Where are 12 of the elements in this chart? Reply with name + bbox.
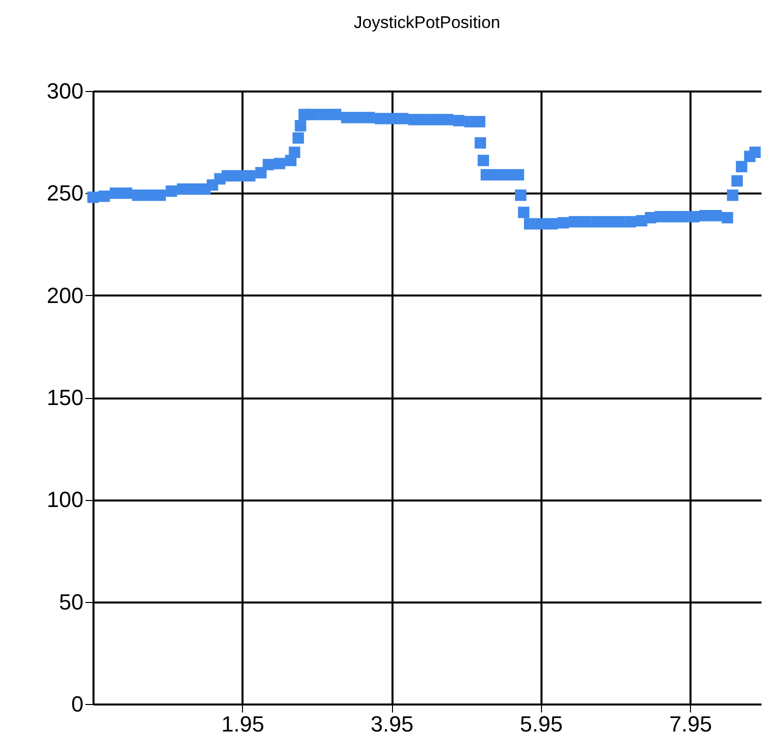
- y-tick-label: 50: [59, 589, 84, 614]
- y-tick-label: 100: [46, 487, 84, 512]
- y-tick-label: 0: [71, 692, 84, 716]
- x-tick-label: 1.95: [221, 712, 264, 736]
- y-tick-label: 300: [46, 78, 84, 104]
- x-tick-label: 5.95: [520, 712, 563, 736]
- x-tick-label: 7.95: [669, 712, 712, 736]
- chart-title: JoystickPotPosition: [354, 13, 500, 32]
- y-tick-label: 150: [46, 385, 84, 410]
- y-tick-label: 200: [46, 282, 84, 308]
- x-tick-label: 3.95: [370, 712, 414, 736]
- y-tick-label: 250: [46, 180, 84, 206]
